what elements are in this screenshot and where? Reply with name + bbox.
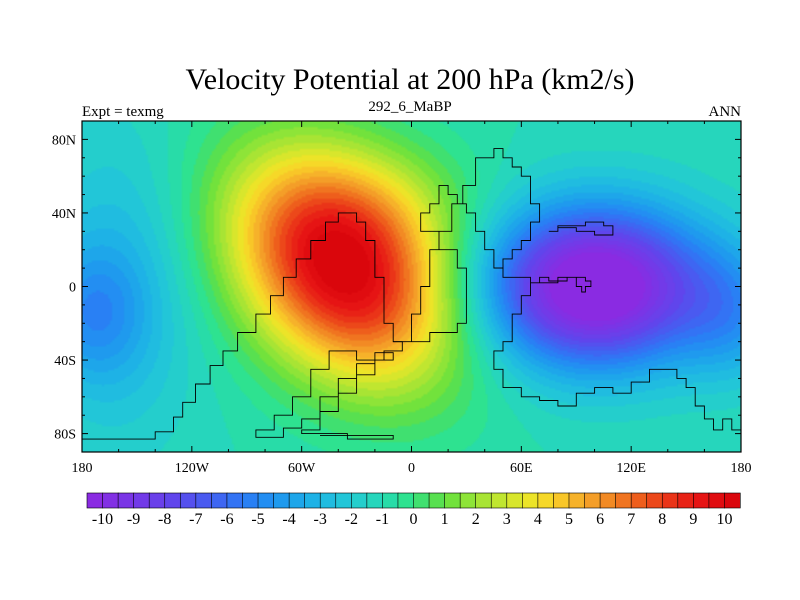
colorbar-tick-label: -1: [376, 511, 389, 528]
colorbar-tick-label: 2: [472, 511, 480, 528]
colorbar-swatch: [475, 492, 492, 509]
colorbar-swatch: [102, 492, 119, 509]
x-tick-label: 120W: [175, 461, 210, 476]
contour-field: [82, 121, 741, 452]
axis-ticks: [81, 121, 742, 452]
chart-title: Velocity Potential at 200 hPa (km2/s): [185, 63, 634, 96]
colorbar-swatch: [133, 492, 150, 509]
colorbar-tick-label: 8: [658, 511, 666, 528]
colorbar-swatch: [428, 492, 446, 509]
colorbar-swatch: [273, 492, 290, 509]
colorbar-swatch: [319, 492, 337, 509]
y-axis-labels: 80N 40N 0 40S 80S: [52, 133, 76, 442]
x-tick-label: 120E: [616, 461, 646, 476]
x-axis-labels: 180 120W 60W 0 60E 120E 180: [72, 461, 752, 476]
colorbar-swatch: [724, 492, 741, 509]
colorbar-tick-label: -4: [282, 511, 295, 528]
colorbar-swatch: [630, 492, 648, 509]
colorbar-swatch: [708, 492, 726, 509]
colorbar-swatch: [506, 492, 523, 509]
colorbar-swatch: [693, 492, 710, 509]
x-tick-label: 0: [408, 461, 415, 476]
plot-area: [82, 121, 741, 452]
center-subtitle: 292_6_MaBP: [368, 99, 451, 115]
colorbar-tick-label: 4: [534, 511, 542, 528]
colorbar-swatch: [86, 492, 104, 509]
colorbar-swatch: [584, 492, 601, 509]
colorbar-swatch: [413, 492, 430, 509]
x-tick-label: 60W: [288, 461, 316, 476]
x-tick-label: 60E: [510, 461, 533, 476]
colorbar-swatch: [599, 492, 617, 509]
colorbar-swatch: [459, 492, 477, 509]
colorbar-swatch: [195, 492, 212, 509]
colorbar-tick-label: 7: [627, 511, 635, 528]
colorbar-tick-label: 5: [565, 511, 573, 528]
colorbar-swatch: [646, 492, 663, 509]
y-tick-label: 80N: [52, 133, 76, 148]
colorbar-swatch: [522, 492, 539, 509]
colorbar-swatch: [553, 492, 570, 509]
colorbar-swatch: [397, 492, 415, 509]
colorbar-swatch: [117, 492, 135, 509]
colorbar-swatch: [226, 492, 244, 509]
colorbar-swatch: [335, 492, 352, 509]
left-subtitle: Expt = texmg: [82, 104, 164, 120]
colorbar-swatch: [661, 492, 679, 509]
colorbar-tick-label: -10: [92, 511, 113, 528]
colorbar-swatch: [288, 492, 306, 509]
colorbar-tick-label: -3: [314, 511, 327, 528]
colorbar: [86, 492, 741, 509]
colorbar-swatch: [164, 492, 181, 509]
colorbar-labels: -10 -9 -8 -7 -6 -5 -4 -3 -2 -1 0 1 2 3 4 5 6 7 8 9 10: [92, 511, 733, 528]
colorbar-tick-label: 9: [689, 511, 697, 528]
coastline-africa-europe-asia: [393, 148, 541, 343]
colorbar-swatch: [677, 492, 694, 509]
coastlines: [82, 148, 741, 440]
colorbar-tick-label: 1: [441, 511, 449, 528]
colorbar-swatch: [490, 492, 508, 509]
colorbar-tick-label: -9: [127, 511, 140, 528]
colorbar-tick-label: -6: [220, 511, 233, 528]
x-tick-label: 180: [731, 461, 752, 476]
colorbar-swatch: [615, 492, 632, 509]
colorbar-tick-label: -2: [345, 511, 358, 528]
coastline-asia-east-australia: [493, 267, 741, 431]
colorbar-swatch: [211, 492, 228, 509]
y-tick-label: 40N: [52, 207, 76, 222]
colorbar-tick-label: 6: [596, 511, 604, 528]
y-tick-label: 80S: [54, 428, 76, 443]
colorbar-swatch: [242, 492, 259, 509]
coastline-asia-northeast: [548, 221, 614, 236]
colorbar-tick-label: -8: [158, 511, 171, 528]
colorbar-swatch: [304, 492, 321, 509]
colorbar-swatch: [366, 492, 384, 509]
colorbar-swatch: [444, 492, 461, 509]
y-tick-label: 0: [69, 281, 76, 296]
y-tick-label: 40S: [54, 354, 76, 369]
colorbar-tick-label: 0: [410, 511, 418, 528]
coastline-south-america-africa-west: [82, 212, 403, 440]
colorbar-tick-label: 3: [503, 511, 511, 528]
colorbar-swatch: [148, 492, 166, 509]
right-subtitle: ANN: [709, 104, 742, 120]
colorbar-swatch: [382, 492, 399, 509]
colorbar-tick-label: -7: [189, 511, 202, 528]
colorbar-tick-label: 10: [717, 511, 733, 528]
colorbar-tick-label: -5: [251, 511, 264, 528]
colorbar-swatch: [179, 492, 197, 509]
x-tick-label: 180: [72, 461, 93, 476]
colorbar-swatch: [537, 492, 555, 509]
colorbar-swatch: [568, 492, 586, 509]
colorbar-swatch: [257, 492, 275, 509]
colorbar-swatch: [351, 492, 368, 509]
